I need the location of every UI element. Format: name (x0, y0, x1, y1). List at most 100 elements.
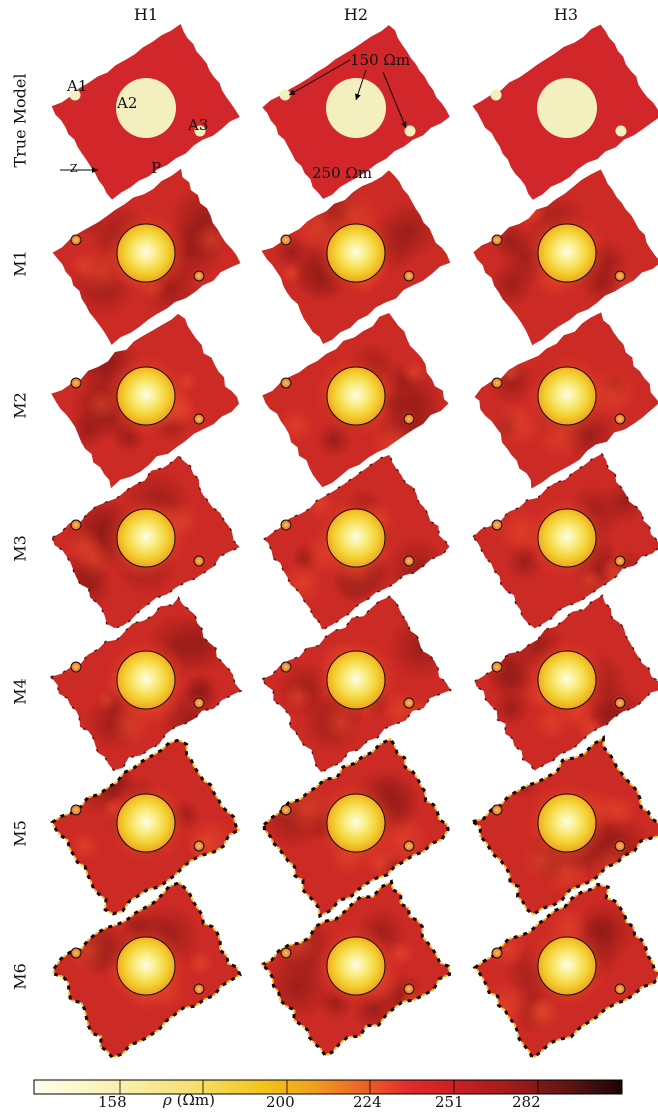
recovered-anomaly (117, 224, 175, 282)
recovered-anomaly (327, 937, 385, 995)
inversion-panel (51, 880, 242, 1060)
true-boundary-a1 (70, 661, 82, 673)
inversion-panel (259, 879, 452, 1058)
true-boundary-a2 (326, 223, 386, 283)
true-boundary-a2 (537, 936, 597, 996)
edge-artifacts (472, 882, 658, 1061)
label-anomaly-resistivity: 150 Ωm (350, 51, 411, 69)
true-boundary-a2 (326, 793, 386, 853)
true-boundary-a2 (537, 793, 597, 853)
inversion-panel (473, 594, 658, 772)
true-boundary-a1 (280, 519, 292, 531)
inversion-panel (261, 595, 452, 774)
true-boundary-a2 (116, 223, 176, 283)
anomaly-a1 (490, 89, 502, 101)
colorbar-tick-label: 158 (98, 1093, 127, 1111)
column-header-h1: H1 (133, 5, 159, 24)
true-boundary-a3 (614, 270, 626, 282)
true-boundary-a2 (116, 936, 176, 996)
edge-artifacts (472, 452, 658, 630)
inversion-panel (51, 454, 242, 629)
inversion-panel (472, 882, 658, 1061)
label-background-resistivity: 250 Ωm (312, 164, 373, 182)
anomaly-a2 (116, 78, 176, 138)
edge-artifacts (262, 737, 450, 919)
edge-artifacts (259, 879, 452, 1058)
true-boundary-a3 (403, 697, 415, 709)
true-boundary-a3 (193, 840, 205, 852)
true-boundary-a3 (403, 983, 415, 995)
recovered-anomaly (117, 651, 175, 709)
true-boundary-a1 (70, 377, 82, 389)
colorbar-symbol: ρ (163, 1091, 172, 1109)
recovered-anomaly (327, 794, 385, 852)
recovered-anomaly (327, 651, 385, 709)
true-boundary-a3 (193, 270, 205, 282)
true-boundary-a3 (614, 840, 626, 852)
edge-artifacts (469, 735, 658, 917)
recovered-anomaly (538, 937, 596, 995)
inversion-panel (49, 596, 243, 772)
true-boundary-a1 (70, 804, 82, 816)
true-boundary-a3 (193, 413, 205, 425)
colorbar-unit: (Ωm) (171, 1091, 215, 1109)
recovered-anomaly (117, 367, 175, 425)
true-boundary-a3 (403, 840, 415, 852)
true-boundary-a1 (491, 519, 503, 531)
true-boundary-a3 (614, 555, 626, 567)
true-boundary-a1 (491, 804, 503, 816)
colorbar-tick-label: 251 (435, 1093, 464, 1111)
inversion-panel (261, 170, 451, 344)
true-boundary-a3 (403, 270, 415, 282)
inversion-panel (474, 312, 658, 489)
label-z: Z (70, 162, 78, 175)
true-boundary-a3 (403, 555, 415, 567)
true-boundary-a2 (116, 366, 176, 426)
recovered-anomaly (327, 224, 385, 282)
recovered-anomaly (117, 937, 175, 995)
true-boundary-a2 (326, 508, 386, 568)
true-boundary-a2 (116, 650, 176, 710)
true-boundary-a3 (193, 697, 205, 709)
edge-artifacts (473, 594, 658, 772)
true-boundary-a3 (193, 555, 205, 567)
label-a1: A1 (67, 77, 88, 95)
true-boundary-a2 (326, 936, 386, 996)
inversion-panel (50, 738, 241, 916)
recovered-anomaly (117, 509, 175, 567)
true-boundary-a2 (326, 366, 386, 426)
anomaly-a3 (194, 125, 206, 137)
true-boundary-a2 (537, 366, 597, 426)
true-boundary-a3 (614, 413, 626, 425)
anomaly-a1 (69, 89, 81, 101)
inversion-panel (472, 452, 658, 630)
anomaly-a3 (615, 125, 627, 137)
colorbar-title: ρ (Ωm) (163, 1091, 215, 1109)
true-boundary-a3 (403, 413, 415, 425)
inversion-panel (262, 737, 450, 919)
anomaly-a3 (404, 125, 416, 137)
true-boundary-a2 (537, 650, 597, 710)
recovered-anomaly (538, 367, 596, 425)
inversion-panel (262, 312, 449, 488)
edge-artifacts (261, 595, 452, 774)
true-boundary-a1 (280, 661, 292, 673)
true-boundary-a3 (193, 983, 205, 995)
true-boundary-a1 (280, 234, 292, 246)
colorbar (33, 1079, 623, 1095)
label-p: P (151, 159, 162, 177)
true-boundary-a1 (280, 377, 292, 389)
recovered-anomaly (538, 651, 596, 709)
inversion-panel (52, 168, 241, 345)
true-boundary-a2 (537, 223, 597, 283)
label-a2: A2 (117, 94, 138, 112)
true-boundary-a1 (70, 947, 82, 959)
inversion-panel (469, 735, 658, 917)
true-model-panel (51, 24, 240, 200)
true-boundary-a2 (116, 508, 176, 568)
true-boundary-a2 (326, 650, 386, 710)
inversion-panel (51, 313, 240, 489)
anomaly-a1 (279, 89, 291, 101)
